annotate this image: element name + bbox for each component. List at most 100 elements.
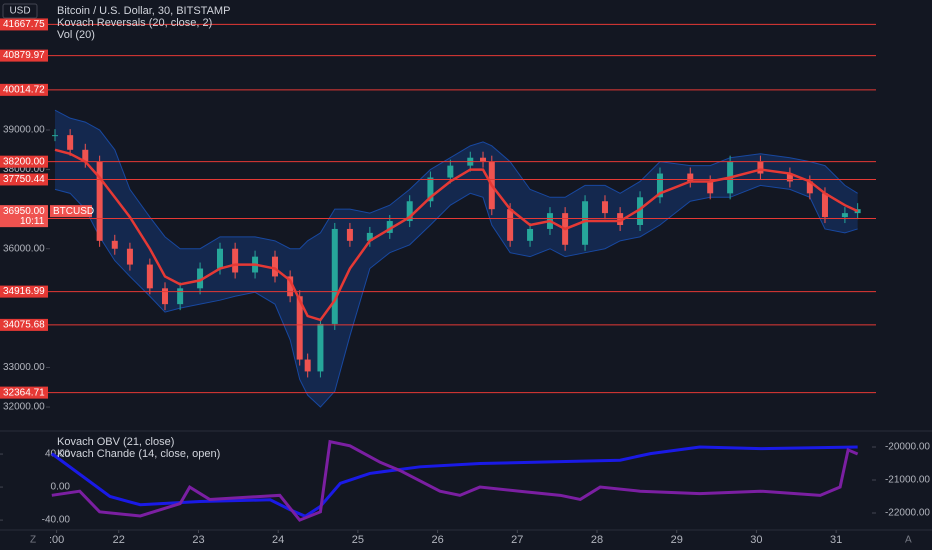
y-tick-label: 0.00 — [51, 482, 71, 493]
candle — [617, 213, 624, 225]
candle — [271, 256, 278, 277]
x-tick-label: 29 — [671, 534, 683, 546]
y-tick-label: -40.00 — [42, 515, 71, 526]
level-label: 41667.75 — [3, 19, 45, 30]
candle — [507, 209, 514, 241]
y-tick-label: 36000.00 — [3, 243, 45, 254]
currency-badge-text: USD — [9, 6, 30, 17]
candle — [637, 197, 644, 225]
x-tick-label: 23 — [192, 534, 204, 546]
indicator-line — [51, 439, 859, 522]
candle — [232, 248, 239, 273]
x-tick-label: 24 — [272, 534, 284, 546]
level-label: 40879.97 — [3, 50, 45, 61]
level-label: 40014.72 — [3, 84, 45, 95]
level-label-bg — [0, 173, 48, 186]
candle — [786, 173, 793, 182]
zoom-icon[interactable]: Z — [30, 535, 36, 546]
candle — [111, 240, 118, 249]
candle — [821, 193, 828, 218]
candle — [146, 264, 153, 289]
candle — [287, 276, 294, 297]
candle — [806, 181, 813, 194]
candle — [177, 288, 184, 305]
x-tick-label: 26 — [431, 534, 443, 546]
candle — [82, 149, 89, 162]
candle — [406, 201, 413, 222]
legend-entry: Kovach Chande (14, close, open) — [57, 448, 220, 460]
candle — [841, 213, 848, 218]
level-label-bg — [0, 386, 48, 399]
y-tick-label: 39000.00 — [3, 125, 45, 136]
y2-tick-label: -20000.00 — [885, 442, 930, 453]
chart-title: Bitcoin / U.S. Dollar, 30, BITSTAMP — [57, 5, 230, 17]
candle — [296, 296, 303, 360]
y-tick-label: 40.00 — [45, 449, 70, 460]
indicator-label: Kovach Reversals (20, close, 2) — [57, 17, 212, 29]
candle — [331, 228, 338, 324]
x-tick-label: 28 — [591, 534, 603, 546]
currency-badge — [2, 3, 38, 19]
candle — [216, 248, 223, 269]
candle — [656, 173, 663, 198]
y2-tick-label: -22000.00 — [885, 508, 930, 519]
candle — [317, 323, 324, 372]
countdown: 10:11 — [20, 216, 45, 227]
x-tick-label: 31 — [830, 534, 842, 546]
legend-entry: Kovach OBV (21, close) — [57, 436, 174, 448]
candle — [161, 288, 168, 305]
indicator-label: Vol (20) — [57, 29, 95, 41]
candle — [51, 135, 58, 137]
level-label-bg — [0, 285, 48, 298]
level-label-bg — [0, 18, 48, 31]
candle — [126, 248, 133, 265]
level-label: 37750.44 — [3, 174, 45, 185]
y2-tick-label: -21000.00 — [885, 475, 930, 486]
candle — [687, 173, 694, 182]
candle — [582, 201, 589, 245]
level-label: 34916.99 — [3, 286, 45, 297]
x-tick-label: 27 — [511, 534, 523, 546]
indicator-line — [50, 445, 858, 519]
moving-average — [54, 148, 859, 322]
level-label-bg — [0, 155, 48, 168]
candle — [427, 177, 434, 202]
level-label: 38200.00 — [3, 156, 45, 167]
level-label-bg — [0, 49, 48, 62]
last-price-label: 36950.00 — [3, 206, 45, 217]
level-label: 34075.68 — [3, 320, 45, 331]
candle — [480, 157, 487, 162]
candle — [96, 161, 103, 241]
level-label-bg — [0, 83, 48, 96]
x-tick-label: 22 — [113, 534, 125, 546]
level-label: 32364.71 — [3, 387, 45, 398]
indicator-pane: 40.00 0.00 -40.00 -20000.00 -21000.00 -22000.… — [0, 436, 930, 526]
candle — [197, 268, 204, 289]
candle — [707, 181, 714, 194]
last-price-bg — [0, 205, 48, 228]
level-label-bg — [0, 318, 48, 331]
candle — [67, 135, 74, 150]
symbol-tag: BTCUSD — [53, 206, 94, 217]
candle — [527, 228, 534, 241]
candle — [601, 201, 608, 214]
candle — [447, 165, 454, 178]
candle — [386, 221, 393, 233]
band-line — [54, 184, 858, 408]
y-tick-label: 32000.00 — [3, 402, 45, 413]
y-tick-label: 38000.00 — [3, 164, 45, 175]
auto-scale-button[interactable]: A — [905, 535, 912, 546]
x-tick-label: 25 — [352, 534, 364, 546]
price-pane: 32000.00 33000.00 36000.00 38000.00 39000.00… — [0, 18, 876, 413]
candle — [757, 161, 764, 174]
candle — [346, 228, 353, 241]
symbol-tag-bg — [50, 205, 92, 218]
candle — [304, 359, 311, 372]
candle — [366, 232, 373, 241]
time-axis: :00 22 23 24 25 26 27 28 29 30 31 — [49, 530, 842, 546]
x-tick-label: :00 — [49, 534, 64, 546]
header: USD Bitcoin / U.S. Dollar, 30, BITSTAMP … — [2, 3, 230, 41]
